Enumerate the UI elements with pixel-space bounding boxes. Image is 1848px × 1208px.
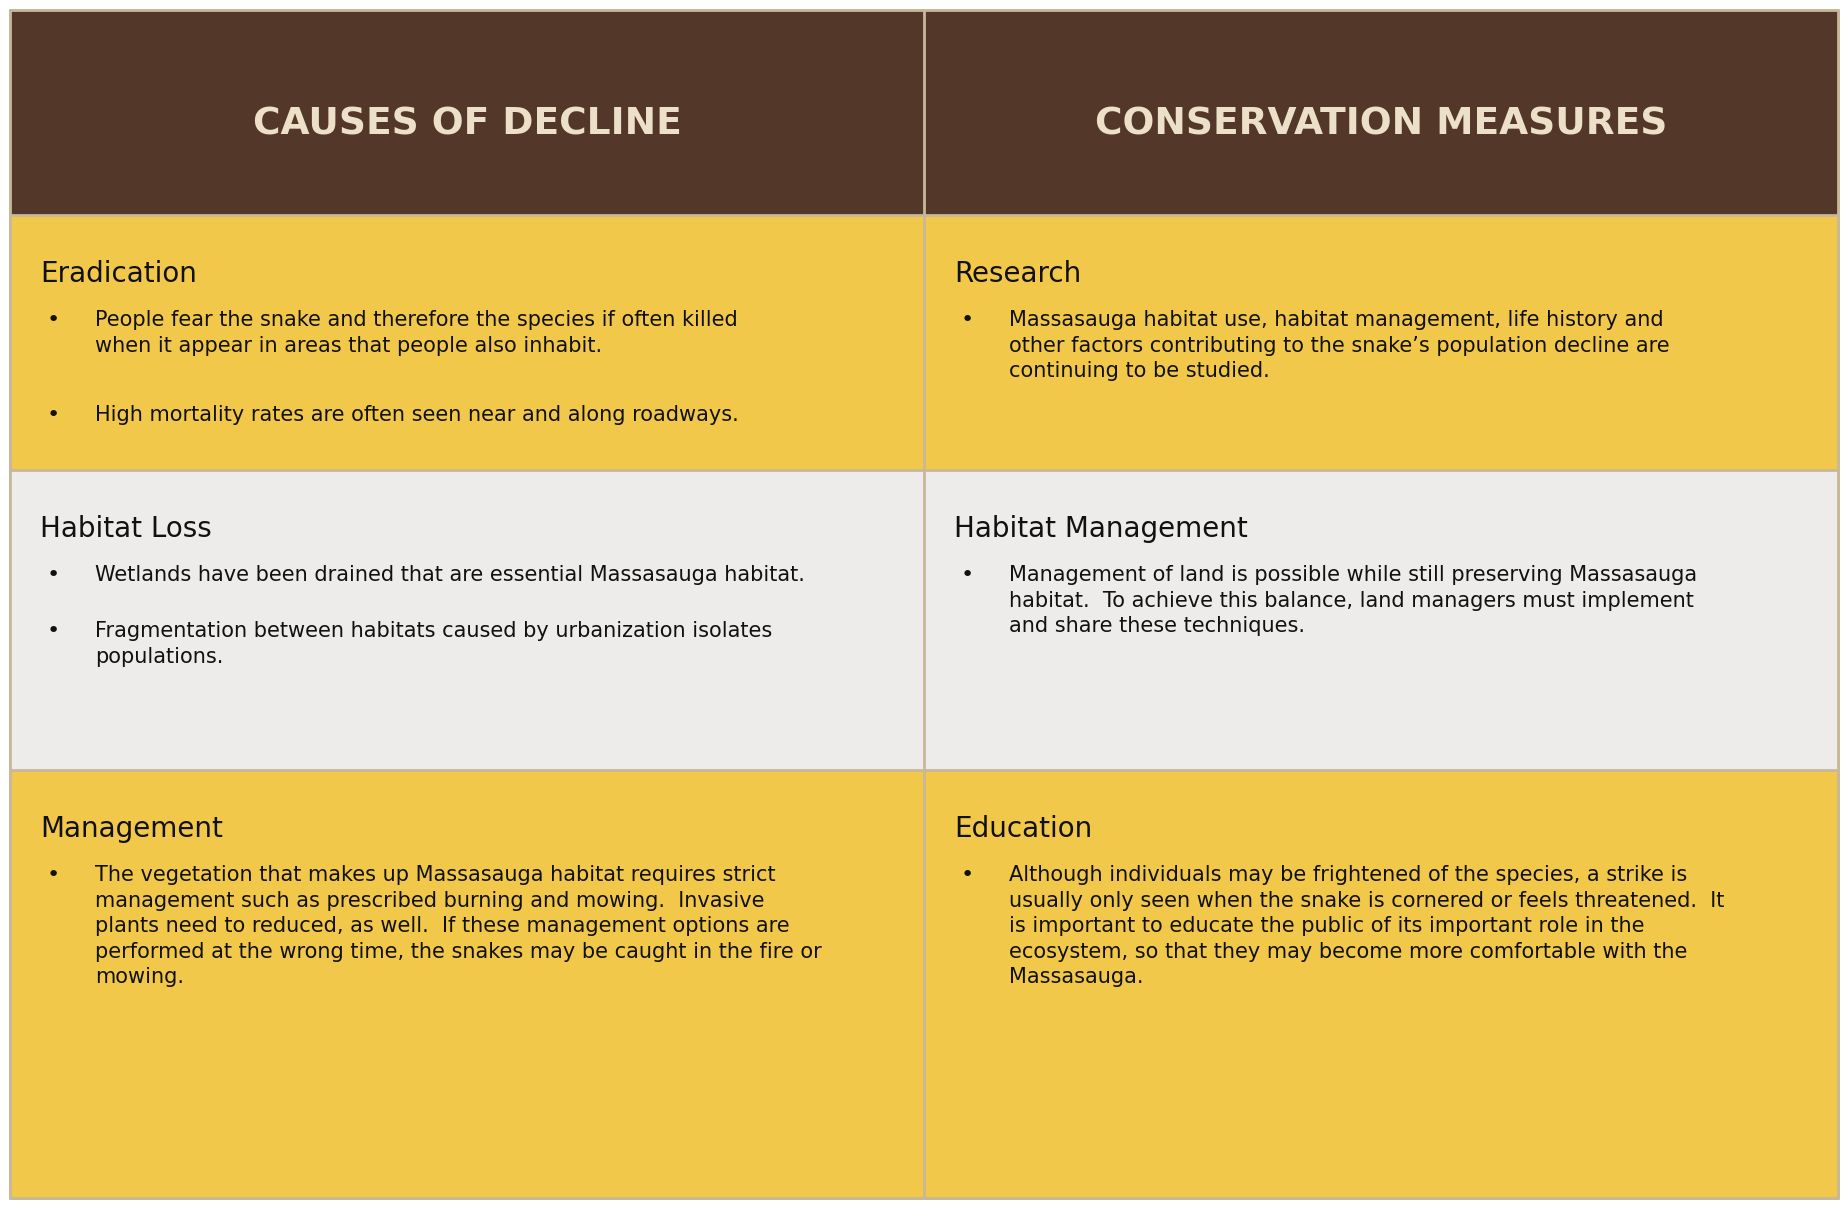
Text: •: • xyxy=(46,310,59,330)
Text: •: • xyxy=(46,405,59,425)
Text: The vegetation that makes up Massasauga habitat requires strict
management such : The vegetation that makes up Massasauga … xyxy=(94,865,822,987)
Text: Wetlands have been drained that are essential Massasauga habitat.: Wetlands have been drained that are esse… xyxy=(94,565,806,585)
Text: High mortality rates are often seen near and along roadways.: High mortality rates are often seen near… xyxy=(94,405,739,425)
Text: Research: Research xyxy=(954,260,1081,288)
Bar xyxy=(924,769,1839,1198)
Text: •: • xyxy=(46,565,59,585)
Bar xyxy=(924,470,1839,769)
Bar xyxy=(9,769,924,1198)
Text: Habitat Loss: Habitat Loss xyxy=(41,515,213,544)
Bar xyxy=(924,215,1839,470)
Text: •: • xyxy=(46,865,59,885)
Text: •: • xyxy=(46,621,59,641)
Bar xyxy=(9,215,924,470)
Text: Habitat Management: Habitat Management xyxy=(954,515,1247,544)
Bar xyxy=(9,10,924,215)
Text: Massasauga habitat use, habitat management, life history and
other factors contr: Massasauga habitat use, habitat manageme… xyxy=(1009,310,1669,382)
Text: People fear the snake and therefore the species if often killed
when it appear i: People fear the snake and therefore the … xyxy=(94,310,737,355)
Text: •: • xyxy=(961,565,974,585)
Text: Fragmentation between habitats caused by urbanization isolates
populations.: Fragmentation between habitats caused by… xyxy=(94,621,772,667)
Text: Although individuals may be frightened of the species, a strike is
usually only : Although individuals may be frightened o… xyxy=(1009,865,1724,987)
Text: Education: Education xyxy=(954,815,1092,843)
Text: •: • xyxy=(961,310,974,330)
Bar xyxy=(924,10,1839,215)
Text: •: • xyxy=(961,865,974,885)
Text: Eradication: Eradication xyxy=(41,260,198,288)
Text: CAUSES OF DECLINE: CAUSES OF DECLINE xyxy=(253,106,682,143)
Bar xyxy=(9,470,924,769)
Text: Management of land is possible while still preserving Massasauga
habitat.  To ac: Management of land is possible while sti… xyxy=(1009,565,1696,637)
Text: Management: Management xyxy=(41,815,224,843)
Text: CONSERVATION MEASURES: CONSERVATION MEASURES xyxy=(1094,106,1667,143)
